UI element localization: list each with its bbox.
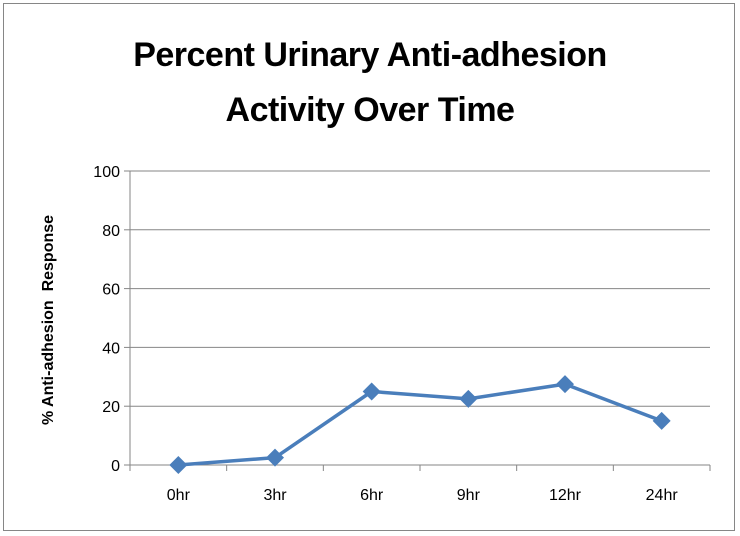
y-tick-label: 80 (102, 223, 120, 240)
gridlines (130, 170, 710, 407)
y-tick-label: 0 (111, 458, 120, 475)
x-tick-label: 24hr (646, 487, 679, 504)
data-point-marker (169, 456, 188, 474)
x-tick-label: 9hr (457, 487, 481, 504)
chart-title-line-1: Percent Urinary Anti-adhesion (133, 36, 607, 74)
x-tick-labels: 0hr 3hr 6hr 9hr 12hr 24hr (167, 487, 679, 504)
y-tick-label: 40 (102, 340, 120, 357)
y-tick-labels: 0 20 40 60 80 100 (93, 164, 120, 475)
y-tick-label: 60 (102, 282, 120, 299)
series-group (169, 375, 671, 474)
data-point-marker (266, 448, 284, 467)
chart-title-line-2: Activity Over Time (225, 91, 515, 129)
data-point-marker (556, 375, 574, 394)
data-point-marker (362, 382, 381, 401)
series-line (178, 382, 663, 467)
y-tick-label: 100 (93, 164, 120, 181)
x-tick-label: 0hr (167, 487, 191, 504)
x-tick-label: 12hr (549, 487, 582, 504)
data-point-marker (652, 411, 671, 430)
y-tick-label: 20 (102, 399, 120, 416)
axes (124, 170, 711, 471)
x-tick-label: 3hr (263, 487, 287, 504)
data-point-marker (459, 389, 478, 408)
x-tick-label: 6hr (360, 487, 384, 504)
chart-frame (3, 3, 735, 531)
